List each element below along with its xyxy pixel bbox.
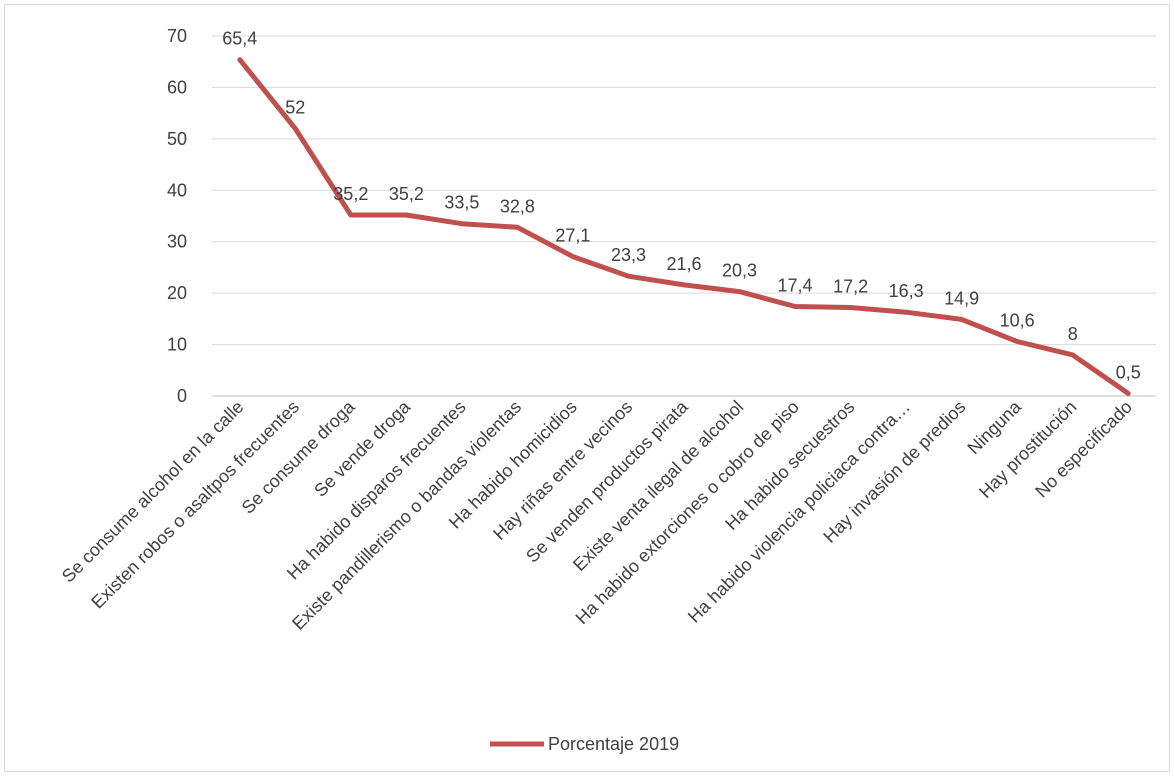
gridlines (212, 35, 1156, 397)
x-tick-label: Hay prostitución (975, 397, 1080, 502)
y-tick-label: 50 (167, 129, 187, 149)
legend: Porcentaje 2019 (490, 734, 679, 754)
y-tick-label: 10 (167, 335, 187, 355)
y-tick-label: 20 (167, 283, 187, 303)
data-label: 65,4 (222, 29, 257, 49)
y-tick-label: 30 (167, 232, 187, 252)
data-label: 20,3 (722, 261, 757, 281)
data-label: 35,2 (333, 184, 368, 204)
data-label: 17,2 (833, 277, 868, 297)
data-label: 35,2 (389, 184, 424, 204)
data-label: 8 (1068, 324, 1078, 344)
data-label: 32,8 (500, 196, 535, 216)
data-label: 0,5 (1116, 362, 1141, 382)
data-label: 16,3 (889, 281, 924, 301)
data-label: 23,3 (611, 245, 646, 265)
y-tick-label: 0 (177, 386, 187, 406)
y-tick-label: 60 (167, 77, 187, 97)
data-label: 10,6 (1000, 310, 1035, 330)
y-tick-label: 70 (167, 26, 187, 46)
data-label: 52 (285, 98, 305, 118)
data-labels: 65,4 52 35,2 35,2 33,5 32,8 27,1 23,3 21,6 20,3 17… (222, 29, 1141, 383)
series-line (237, 57, 1131, 396)
y-tick-label: 40 (167, 180, 187, 200)
chart-frame (4, 4, 1170, 772)
legend-label: Porcentaje 2019 (548, 734, 679, 754)
x-tick-label: Existen robos o asaltpos frecuentes (87, 397, 303, 613)
data-label: 27,1 (555, 226, 590, 246)
x-tick-label: Se vende droga (310, 396, 415, 501)
y-axis-ticks: 0 10 20 30 40 50 60 70 (167, 26, 187, 406)
data-label: 14,9 (944, 288, 979, 308)
data-label: 21,6 (666, 254, 701, 274)
x-tick-label: No especificado (1031, 397, 1136, 502)
series-layer (237, 57, 1131, 396)
data-label: 33,5 (444, 193, 479, 213)
data-label: 17,4 (778, 276, 813, 296)
